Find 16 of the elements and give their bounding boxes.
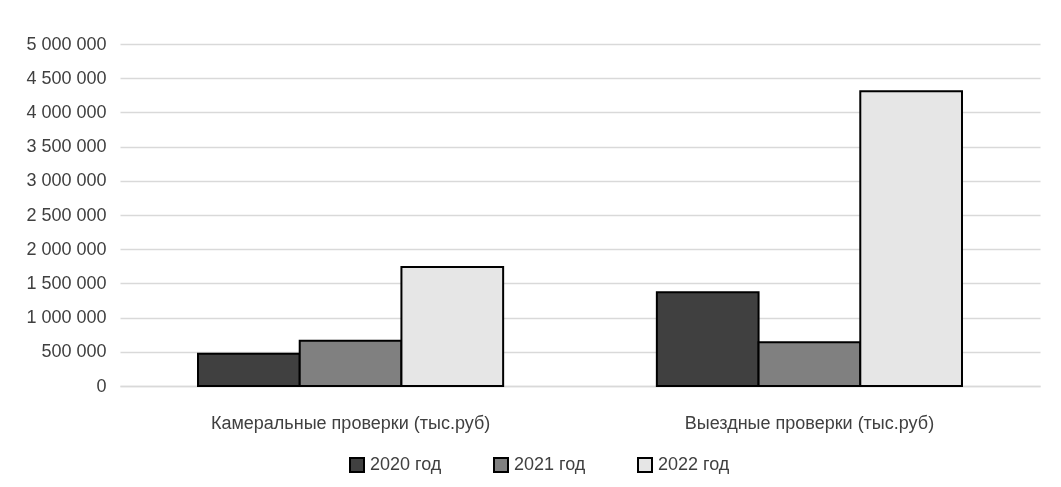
y-tick-label: 4 000 000 [26, 101, 107, 122]
y-tick-label: 1 500 000 [26, 272, 107, 293]
legend-label: 2020 год [370, 454, 442, 474]
y-tick-label: 4 500 000 [26, 67, 107, 88]
y-tick-label: 5 000 000 [26, 33, 107, 54]
y-tick-label: 3 000 000 [26, 170, 107, 191]
legend-label: 2021 год [514, 454, 586, 474]
y-tick-label: 2 500 000 [26, 204, 107, 225]
y-tick-label: 500 000 [41, 341, 107, 362]
y-tick-label: 3 500 000 [26, 136, 107, 157]
x-tick-label: Камеральные проверки (тыс.руб) [210, 412, 491, 433]
legend-label: 2022 год [658, 454, 730, 474]
x-tick-label: Выездные проверки (тыс.руб) [684, 412, 935, 433]
y-tick-label: 2 000 000 [26, 238, 107, 259]
y-tick-label: 1 000 000 [26, 307, 107, 328]
y-tick-label: 0 [96, 375, 107, 396]
